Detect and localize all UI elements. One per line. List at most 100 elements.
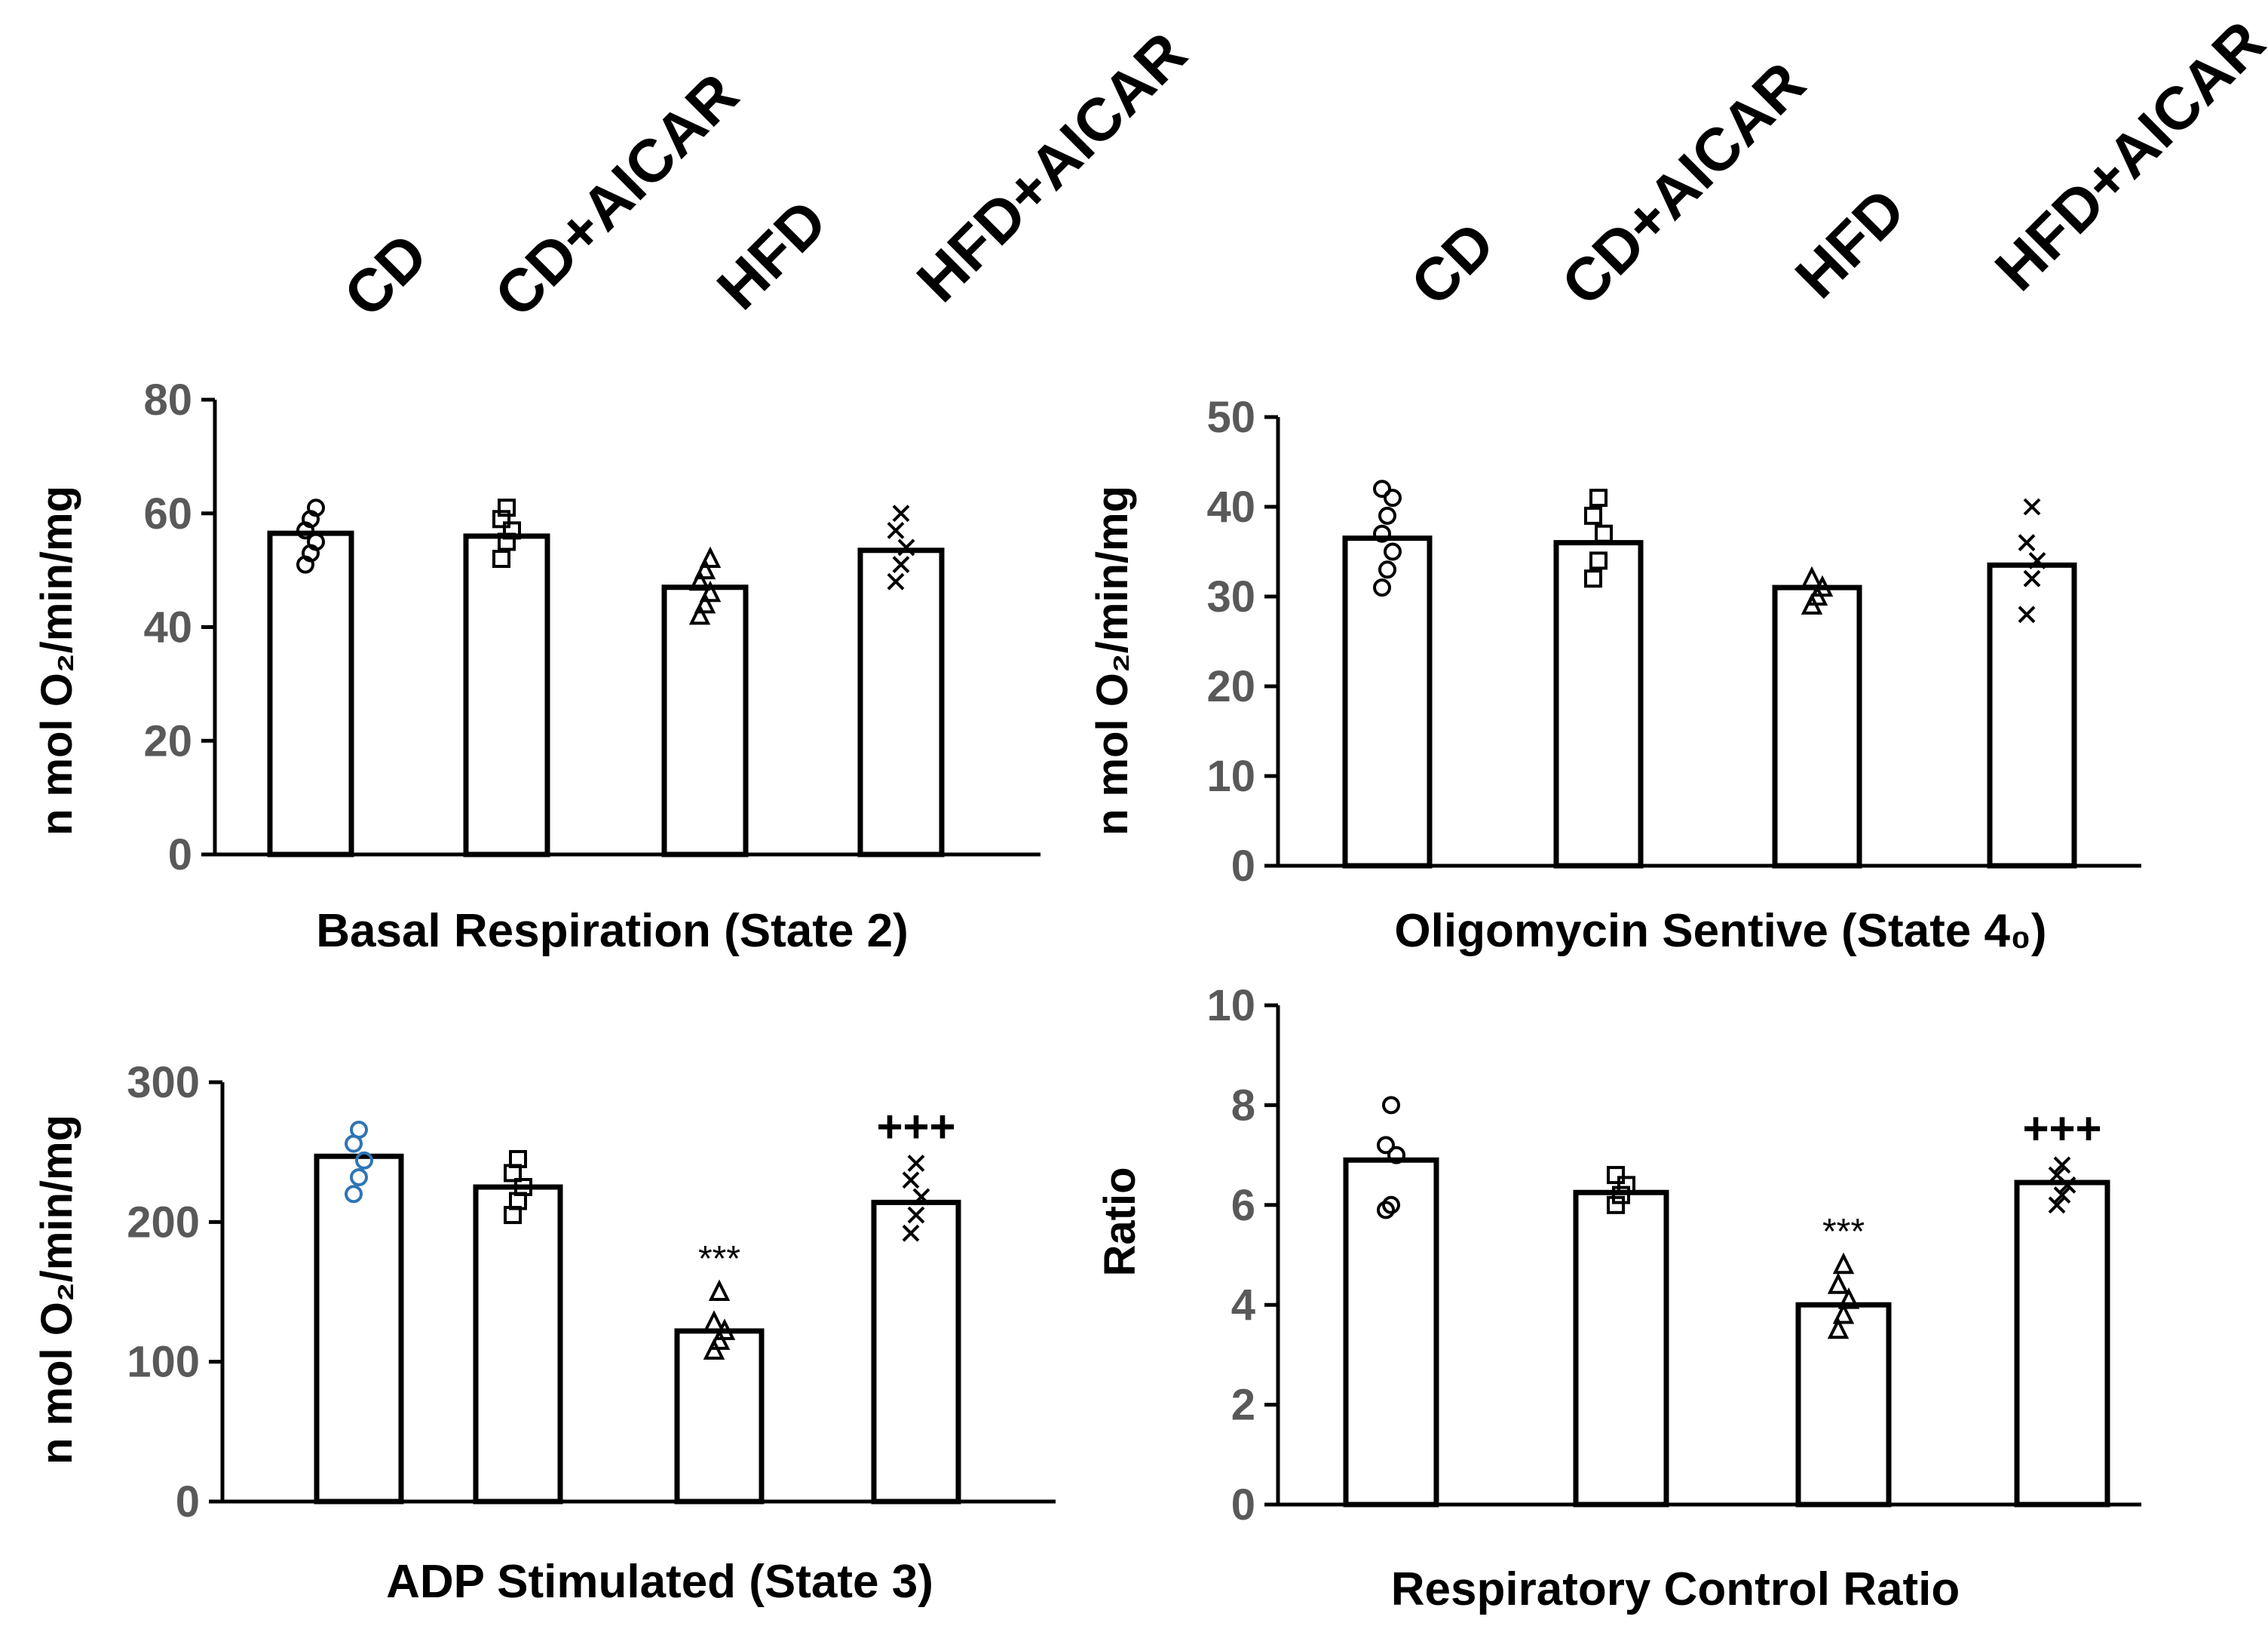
y-tick-label: 8 xyxy=(1231,1081,1255,1130)
chart-oligomycin-sensitive: n mol O₂/min/mg Oligomycin Sentive (Stat… xyxy=(1088,393,2141,957)
chart-title: Oligomycin Sentive (State 4₀) xyxy=(1394,905,2046,957)
data-point xyxy=(907,1155,925,1172)
data-point xyxy=(1607,1195,1625,1214)
data-point xyxy=(892,556,910,574)
data-point xyxy=(1387,1146,1405,1164)
chart-respiratory-control-ratio: Ratio Respiratory Control Ratio 0246810 … xyxy=(1096,981,2141,1615)
data-point xyxy=(2048,1166,2066,1184)
data-point xyxy=(1589,489,1608,508)
group-label-right-cd: CD xyxy=(1398,209,1507,318)
data-point xyxy=(688,569,711,591)
bar-hfd xyxy=(661,584,749,857)
group-label-right-hfd: HFD xyxy=(1782,176,1917,311)
data-point xyxy=(897,538,915,557)
data-point xyxy=(498,532,516,551)
data-point xyxy=(699,546,722,569)
data-point xyxy=(503,521,521,540)
y-tick-label: 4 xyxy=(1231,1281,1255,1330)
y-tick-label: 10 xyxy=(1206,752,1255,801)
data-point xyxy=(2028,551,2046,569)
data-point xyxy=(688,603,711,625)
y-tick-label: 0 xyxy=(1231,1480,1255,1529)
data-point xyxy=(1589,551,1608,570)
data-point xyxy=(1595,524,1613,543)
data-point xyxy=(902,1224,920,1242)
bar-cd xyxy=(267,530,354,857)
data-point xyxy=(708,1279,731,1301)
y-tick-label: 2 xyxy=(1231,1381,1255,1430)
data-point xyxy=(1584,569,1602,588)
data-point xyxy=(1832,1252,1855,1275)
data-point xyxy=(699,580,722,603)
data-point xyxy=(2023,498,2041,516)
data-point xyxy=(1612,1186,1630,1204)
group-label-right-hfd-aicar: HFD+AICAR xyxy=(1982,8,2268,303)
data-point xyxy=(2018,534,2036,552)
data-point xyxy=(1373,480,1391,498)
data-point xyxy=(355,1151,373,1170)
data-point xyxy=(350,1121,368,1140)
bar-cd xyxy=(314,1153,404,1505)
data-point xyxy=(1827,1317,1850,1339)
bar-cd-aicar xyxy=(473,1184,563,1505)
bar-cd-aicar xyxy=(463,533,550,857)
data-point xyxy=(1384,489,1402,508)
chart-title: Respiratory Control Ratio xyxy=(1391,1563,1960,1615)
group-label-left-cd: CD xyxy=(331,220,440,330)
significance-label: *** xyxy=(698,1239,740,1279)
data-point xyxy=(1607,1166,1625,1185)
y-tick-label: 300 xyxy=(127,1058,200,1107)
data-point xyxy=(703,1310,725,1332)
data-point xyxy=(492,550,510,569)
significance-label: +++ xyxy=(876,1101,955,1152)
y-axis-label: n mol O₂/min/mg xyxy=(32,1115,81,1465)
data-point xyxy=(1384,542,1402,561)
y-tick-label: 0 xyxy=(176,1477,200,1526)
data-point xyxy=(1382,1096,1400,1115)
data-point xyxy=(1377,1201,1395,1219)
chart-title: ADP Stimulated (State 3) xyxy=(386,1556,933,1608)
bar-cd xyxy=(1342,535,1433,869)
data-point xyxy=(694,591,716,614)
data-point xyxy=(350,1168,368,1187)
bar-hfd xyxy=(1795,1302,1892,1508)
bar-cd-aicar xyxy=(1553,540,1644,869)
significance-label: +++ xyxy=(2022,1103,2101,1154)
data-point xyxy=(2053,1156,2071,1174)
data-point xyxy=(2053,1186,2071,1204)
bar-hfd xyxy=(1772,584,1862,869)
y-axis-label: Ratio xyxy=(1096,1167,1145,1277)
data-point xyxy=(1827,1272,1850,1294)
data-point xyxy=(1382,1195,1400,1214)
data-point xyxy=(307,532,325,551)
y-tick-label: 6 xyxy=(1231,1181,1255,1230)
y-axis-label: n mol O₂/min/mg xyxy=(1088,486,1137,836)
data-point xyxy=(509,1149,527,1168)
data-point xyxy=(1378,506,1396,525)
y-tick-label: 0 xyxy=(168,830,192,879)
bar-cd-aicar xyxy=(1573,1189,1669,1508)
bar-hfd-aicar xyxy=(857,548,945,857)
y-tick-label: 10 xyxy=(1206,981,1255,1030)
data-point xyxy=(1832,1302,1855,1324)
significance-label: *** xyxy=(1822,1212,1865,1252)
data-point xyxy=(1378,560,1396,579)
y-tick-label: 40 xyxy=(143,603,192,652)
data-point xyxy=(912,1188,930,1206)
data-point xyxy=(2018,606,2036,624)
chart-adp-stimulated: n mol O₂/min/mg ADP Stimulated (State 3)… xyxy=(32,1058,1056,1608)
data-point xyxy=(492,510,510,529)
y-tick-label: 100 xyxy=(127,1338,200,1387)
y-tick-label: 30 xyxy=(1206,572,1255,621)
data-point xyxy=(2023,569,2041,587)
y-axis-label: n mol O₂/min/mg xyxy=(32,486,81,836)
bar-hfd xyxy=(674,1328,765,1505)
y-tick-label: 200 xyxy=(127,1198,200,1247)
y-tick-label: 60 xyxy=(143,489,192,538)
group-label-left-cd-aicar: CD+AICAR xyxy=(482,60,751,330)
y-tick-label: 0 xyxy=(1231,842,1255,891)
data-point xyxy=(1584,506,1602,525)
data-point xyxy=(1373,524,1391,543)
y-tick-label: 40 xyxy=(1206,483,1255,532)
